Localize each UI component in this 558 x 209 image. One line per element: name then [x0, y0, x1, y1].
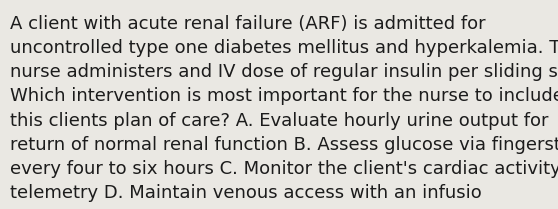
Text: this clients plan of care? A. Evaluate hourly urine output for: this clients plan of care? A. Evaluate h… [10, 112, 549, 130]
Text: Which intervention is most important for the nurse to include in: Which intervention is most important for… [10, 87, 558, 105]
Text: A client with acute renal failure (ARF) is admitted for: A client with acute renal failure (ARF) … [10, 15, 485, 33]
Text: every four to six hours C. Monitor the client's cardiac activity via: every four to six hours C. Monitor the c… [10, 160, 558, 178]
Text: return of normal renal function B. Assess glucose via fingerstick: return of normal renal function B. Asses… [10, 136, 558, 154]
Text: uncontrolled type one diabetes mellitus and hyperkalemia. The: uncontrolled type one diabetes mellitus … [10, 39, 558, 57]
Text: nurse administers and IV dose of regular insulin per sliding scale.: nurse administers and IV dose of regular… [10, 63, 558, 81]
Text: telemetry D. Maintain venous access with an infusio: telemetry D. Maintain venous access with… [10, 184, 482, 202]
